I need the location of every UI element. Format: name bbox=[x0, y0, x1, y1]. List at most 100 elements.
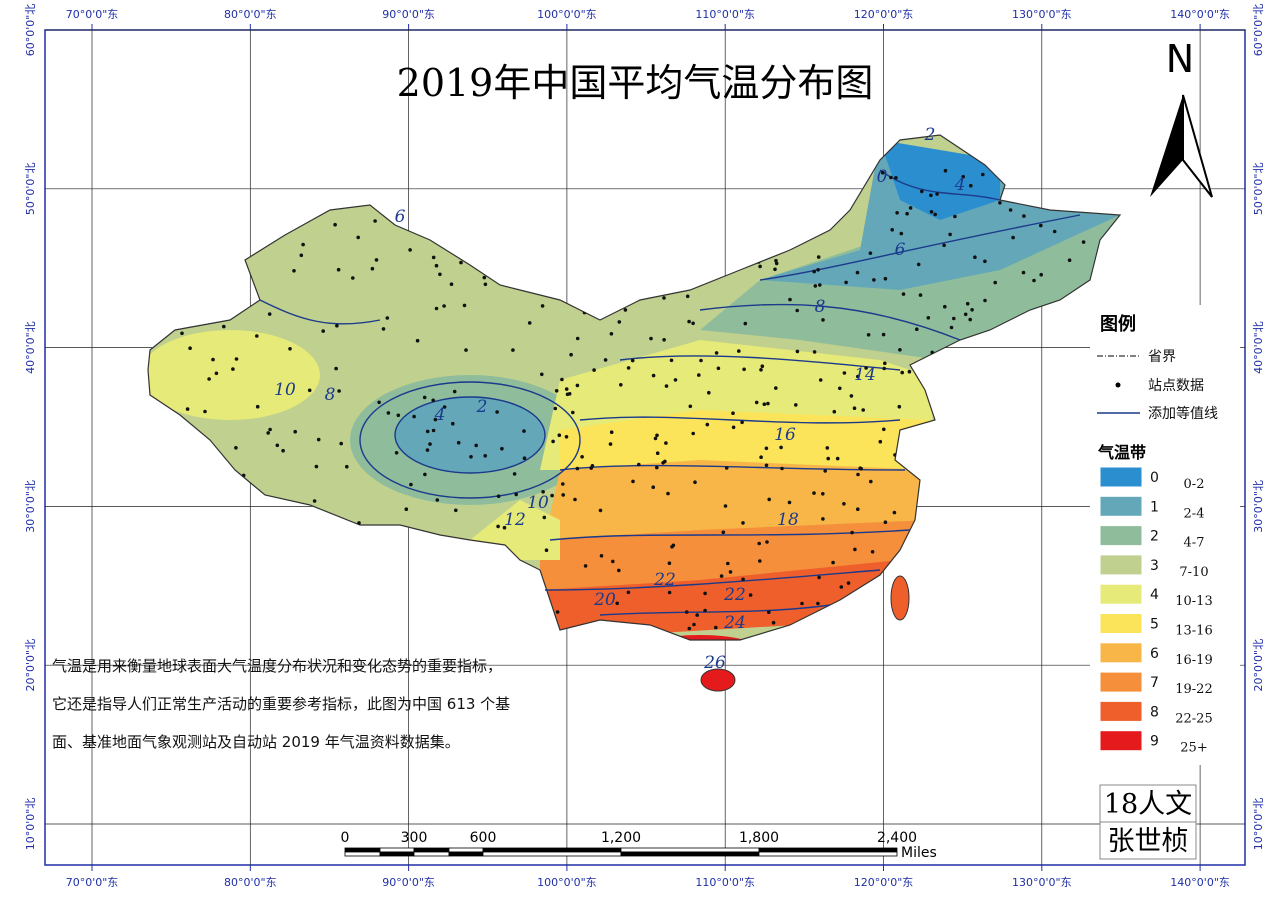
station bbox=[897, 404, 902, 409]
station bbox=[582, 304, 587, 309]
lat-label: 20°0'0"北 bbox=[24, 639, 37, 692]
station bbox=[1049, 506, 1053, 511]
lat-label: 20°0'0"北 bbox=[1252, 639, 1265, 692]
scale-label: 300 bbox=[401, 830, 428, 846]
lon-label: 90°0'0"东 bbox=[382, 8, 435, 21]
station bbox=[892, 510, 897, 515]
station bbox=[981, 172, 985, 177]
station bbox=[1056, 407, 1061, 411]
station bbox=[915, 532, 920, 536]
station bbox=[337, 389, 341, 393]
lon-label: 70°0'0"东 bbox=[66, 876, 119, 889]
station bbox=[855, 270, 860, 275]
station bbox=[626, 366, 631, 370]
station bbox=[742, 367, 746, 372]
station bbox=[671, 191, 676, 195]
station bbox=[423, 472, 427, 477]
legend-item: 省界 bbox=[1148, 349, 1176, 365]
station bbox=[716, 366, 721, 371]
station bbox=[737, 349, 741, 353]
station bbox=[275, 443, 280, 448]
station bbox=[773, 267, 777, 272]
station bbox=[595, 248, 599, 253]
band-range: 4-7 bbox=[1184, 536, 1205, 551]
station bbox=[198, 465, 202, 470]
band-code: 7 bbox=[1150, 675, 1159, 691]
scale-label: 1,200 bbox=[601, 830, 641, 846]
band-code: 1 bbox=[1150, 499, 1159, 515]
station bbox=[267, 312, 272, 316]
station bbox=[611, 559, 615, 564]
station bbox=[234, 357, 239, 361]
station bbox=[996, 372, 1001, 377]
station bbox=[894, 176, 898, 180]
station bbox=[293, 429, 298, 434]
station bbox=[852, 406, 857, 411]
band-code: 3 bbox=[1150, 558, 1159, 574]
station bbox=[412, 414, 416, 419]
station bbox=[929, 210, 934, 214]
station bbox=[705, 422, 710, 427]
station bbox=[1093, 286, 1097, 290]
station bbox=[442, 405, 447, 409]
station bbox=[617, 568, 621, 573]
contour-label: 26 bbox=[703, 653, 726, 673]
band-swatch bbox=[1099, 554, 1143, 576]
station bbox=[832, 409, 837, 414]
station bbox=[1046, 464, 1050, 468]
station bbox=[1022, 214, 1026, 218]
station bbox=[377, 400, 381, 405]
station bbox=[747, 182, 752, 186]
station bbox=[881, 332, 886, 337]
station bbox=[563, 254, 567, 259]
station bbox=[594, 189, 598, 194]
contour-label: 18 bbox=[777, 510, 799, 530]
station bbox=[483, 282, 488, 287]
station bbox=[731, 411, 735, 416]
station bbox=[774, 261, 779, 266]
station bbox=[1021, 270, 1026, 275]
station bbox=[266, 431, 271, 435]
station bbox=[431, 398, 436, 403]
station bbox=[695, 613, 699, 617]
legend-symbol bbox=[1115, 382, 1121, 388]
station bbox=[793, 635, 798, 639]
scale-segment bbox=[758, 847, 898, 853]
station bbox=[823, 469, 827, 473]
station bbox=[1046, 542, 1051, 547]
station bbox=[661, 461, 665, 465]
station bbox=[1081, 372, 1086, 376]
station bbox=[866, 333, 871, 337]
station bbox=[700, 202, 705, 207]
station bbox=[794, 215, 798, 219]
station bbox=[1008, 208, 1013, 212]
station bbox=[851, 169, 856, 173]
station bbox=[462, 303, 467, 308]
station bbox=[619, 383, 623, 387]
lon-label: 130°0'0"东 bbox=[1012, 876, 1072, 889]
station bbox=[1004, 629, 1008, 633]
station bbox=[575, 383, 580, 388]
station bbox=[202, 472, 207, 476]
station bbox=[374, 258, 379, 262]
contour-label: 4 bbox=[954, 175, 966, 195]
station bbox=[554, 389, 559, 393]
station bbox=[776, 204, 781, 208]
station bbox=[669, 284, 673, 288]
contour-label: 0 bbox=[877, 167, 888, 187]
station bbox=[459, 260, 463, 265]
station bbox=[514, 492, 518, 497]
station bbox=[844, 280, 848, 285]
station bbox=[847, 604, 851, 608]
station bbox=[795, 349, 800, 354]
station bbox=[334, 366, 338, 371]
station bbox=[1078, 530, 1083, 534]
station bbox=[409, 482, 413, 487]
station bbox=[495, 410, 499, 414]
station bbox=[998, 201, 1002, 205]
station bbox=[522, 429, 526, 433]
station bbox=[179, 432, 183, 436]
band-swatch bbox=[1099, 495, 1143, 517]
station bbox=[656, 263, 660, 268]
station bbox=[370, 266, 375, 271]
